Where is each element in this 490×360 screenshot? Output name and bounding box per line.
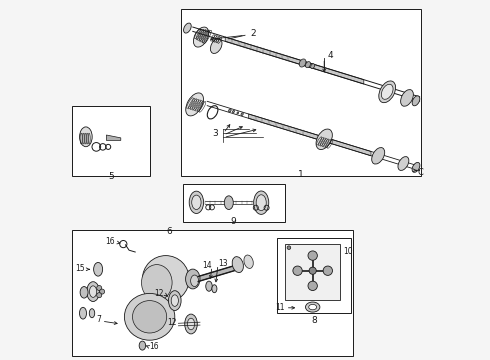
Text: 7: 7 bbox=[96, 315, 101, 324]
Ellipse shape bbox=[142, 265, 172, 301]
Ellipse shape bbox=[89, 309, 95, 318]
Ellipse shape bbox=[237, 112, 239, 114]
Circle shape bbox=[97, 285, 102, 291]
Ellipse shape bbox=[171, 295, 178, 306]
Ellipse shape bbox=[191, 275, 198, 287]
Ellipse shape bbox=[210, 39, 222, 54]
Ellipse shape bbox=[379, 81, 395, 103]
Ellipse shape bbox=[305, 302, 320, 312]
Circle shape bbox=[293, 266, 302, 275]
Ellipse shape bbox=[232, 111, 235, 113]
Ellipse shape bbox=[412, 96, 420, 106]
Ellipse shape bbox=[401, 90, 414, 106]
Ellipse shape bbox=[232, 257, 244, 273]
Ellipse shape bbox=[309, 304, 317, 310]
Polygon shape bbox=[106, 135, 121, 140]
Text: 14: 14 bbox=[202, 261, 212, 270]
Ellipse shape bbox=[186, 93, 203, 116]
Ellipse shape bbox=[87, 282, 99, 302]
Ellipse shape bbox=[206, 281, 212, 291]
Text: 1: 1 bbox=[298, 170, 304, 179]
Ellipse shape bbox=[143, 256, 189, 302]
Ellipse shape bbox=[94, 262, 102, 276]
Ellipse shape bbox=[256, 195, 266, 211]
Text: C: C bbox=[418, 168, 424, 177]
Bar bbox=[285, 244, 341, 300]
Ellipse shape bbox=[381, 84, 393, 99]
Circle shape bbox=[323, 266, 333, 275]
Ellipse shape bbox=[299, 59, 306, 67]
Circle shape bbox=[308, 281, 318, 291]
Text: 4: 4 bbox=[327, 51, 333, 60]
Ellipse shape bbox=[229, 109, 231, 112]
Ellipse shape bbox=[241, 113, 243, 116]
Text: 2: 2 bbox=[250, 29, 256, 38]
Polygon shape bbox=[248, 114, 371, 156]
Ellipse shape bbox=[80, 287, 88, 298]
Ellipse shape bbox=[305, 62, 311, 68]
Ellipse shape bbox=[194, 27, 209, 47]
Ellipse shape bbox=[316, 129, 332, 149]
Bar bbox=[72, 230, 353, 356]
Text: 15: 15 bbox=[75, 264, 85, 273]
Circle shape bbox=[287, 246, 291, 249]
Ellipse shape bbox=[186, 269, 200, 289]
Ellipse shape bbox=[244, 255, 253, 269]
Ellipse shape bbox=[124, 293, 175, 340]
Ellipse shape bbox=[79, 307, 87, 319]
Text: 10: 10 bbox=[343, 247, 353, 256]
Ellipse shape bbox=[132, 301, 167, 333]
Polygon shape bbox=[198, 266, 234, 282]
Text: 16: 16 bbox=[149, 342, 159, 351]
Text: 3: 3 bbox=[212, 129, 218, 138]
Text: 11: 11 bbox=[275, 302, 285, 311]
Ellipse shape bbox=[184, 23, 191, 33]
Text: 13: 13 bbox=[218, 259, 228, 268]
Ellipse shape bbox=[187, 318, 195, 330]
Ellipse shape bbox=[212, 285, 217, 293]
Ellipse shape bbox=[139, 341, 146, 350]
Bar bbox=[181, 9, 421, 176]
Circle shape bbox=[99, 289, 104, 294]
Ellipse shape bbox=[412, 162, 420, 172]
Ellipse shape bbox=[224, 196, 233, 210]
Ellipse shape bbox=[189, 191, 204, 213]
Ellipse shape bbox=[398, 157, 409, 170]
Text: 6: 6 bbox=[167, 227, 172, 236]
Circle shape bbox=[97, 293, 102, 298]
Ellipse shape bbox=[185, 314, 197, 334]
Bar bbox=[277, 238, 351, 313]
Text: 12: 12 bbox=[167, 318, 176, 327]
Polygon shape bbox=[225, 37, 364, 84]
Text: 5: 5 bbox=[108, 172, 114, 181]
Text: 9: 9 bbox=[231, 217, 236, 226]
Bar bbox=[183, 184, 285, 222]
Text: 8: 8 bbox=[311, 315, 317, 325]
Circle shape bbox=[308, 251, 318, 260]
Circle shape bbox=[309, 267, 316, 274]
Ellipse shape bbox=[311, 64, 315, 68]
Ellipse shape bbox=[372, 148, 385, 164]
Ellipse shape bbox=[254, 191, 269, 214]
Ellipse shape bbox=[169, 291, 181, 310]
Ellipse shape bbox=[192, 195, 201, 210]
Text: 12: 12 bbox=[154, 289, 164, 298]
Ellipse shape bbox=[79, 127, 92, 147]
Bar bbox=[72, 106, 149, 176]
Text: 16: 16 bbox=[105, 237, 115, 246]
Ellipse shape bbox=[90, 286, 97, 297]
